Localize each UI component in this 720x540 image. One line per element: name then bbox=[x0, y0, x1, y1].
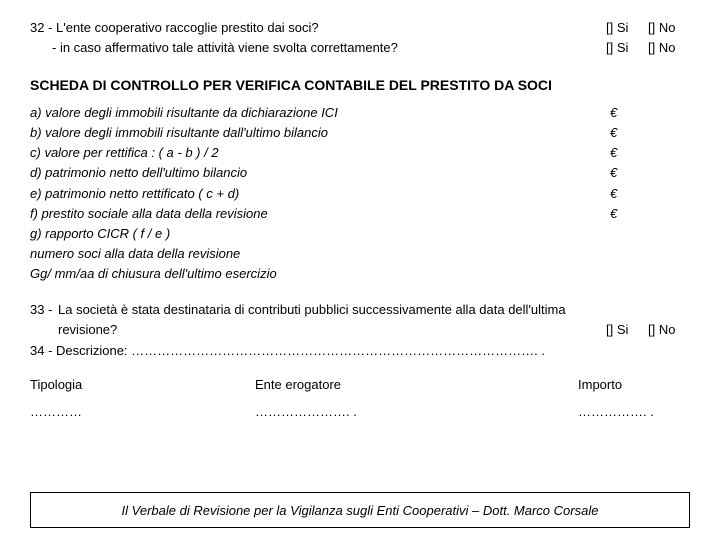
question-32-sub: - in caso affermativo tale attività vien… bbox=[30, 38, 690, 58]
scheda-row: c) valore per rettifica : ( a - b ) / 2 … bbox=[30, 143, 690, 163]
question-32: 32 - L'ente cooperativo raccoglie presti… bbox=[30, 18, 690, 38]
scheda-row: d) patrimonio netto dell'ultimo bilancio… bbox=[30, 163, 690, 183]
scheda-row: e) patrimonio netto rettificato ( c + d)… bbox=[30, 184, 690, 204]
q33-text1: La società è stata destinataria di contr… bbox=[58, 300, 690, 320]
scheda-label: b) valore degli immobili risultante dall… bbox=[30, 123, 610, 143]
contrib-table-header: Tipologia Ente erogatore Importo bbox=[30, 375, 690, 395]
scheda-val: € bbox=[610, 103, 690, 123]
q32-sub-text: - in caso affermativo tale attività vien… bbox=[30, 38, 606, 58]
contrib-table-row: ………… …………………. . ……………. . bbox=[30, 402, 690, 422]
cell-importo: ……………. . bbox=[530, 402, 690, 422]
q34-text: 34 - Descrizione: …………………………………………………………… bbox=[30, 341, 545, 361]
scheda-val bbox=[610, 264, 690, 284]
scheda-row: f) prestito sociale alla data della revi… bbox=[30, 204, 690, 224]
scheda-label: e) patrimonio netto rettificato ( c + d) bbox=[30, 184, 610, 204]
q33-line2: revisione? [] Si [] No bbox=[30, 320, 690, 340]
scheda-label: Gg/ mm/aa di chiusura dell'ultimo eserci… bbox=[30, 264, 610, 284]
scheda-row: g) rapporto CICR ( f / e ) bbox=[30, 224, 690, 244]
q33-line1: 33 - La società è stata destinataria di … bbox=[30, 300, 690, 320]
scheda-label: d) patrimonio netto dell'ultimo bilancio bbox=[30, 163, 610, 183]
page-footer: Il Verbale di Revisione per la Vigilanza… bbox=[30, 492, 690, 528]
scheda-label: c) valore per rettifica : ( a - b ) / 2 bbox=[30, 143, 610, 163]
scheda-row: a) valore degli immobili risultante da d… bbox=[30, 103, 690, 123]
scheda-label: a) valore degli immobili risultante da d… bbox=[30, 103, 610, 123]
col-importo: Importo bbox=[530, 375, 690, 395]
scheda-val bbox=[610, 244, 690, 264]
q32-sub-no[interactable]: [] No bbox=[648, 38, 690, 58]
col-tipologia: Tipologia bbox=[30, 375, 255, 395]
scheda-val: € bbox=[610, 163, 690, 183]
q33-no[interactable]: [] No bbox=[648, 320, 690, 340]
scheda-row: b) valore degli immobili risultante dall… bbox=[30, 123, 690, 143]
scheda-val: € bbox=[610, 143, 690, 163]
scheda-label: numero soci alla data della revisione bbox=[30, 244, 610, 264]
section-title: SCHEDA DI CONTROLLO PER VERIFICA CONTABI… bbox=[30, 77, 690, 93]
scheda-val: € bbox=[610, 184, 690, 204]
question-33-block: 33 - La società è stata destinataria di … bbox=[30, 300, 690, 360]
q32-sub-si[interactable]: [] Si bbox=[606, 38, 648, 58]
cell-ente: …………………. . bbox=[255, 402, 530, 422]
footer-text: Il Verbale di Revisione per la Vigilanza… bbox=[122, 503, 599, 518]
cell-tipologia: ………… bbox=[30, 402, 255, 422]
question-34: 34 - Descrizione: …………………………………………………………… bbox=[30, 341, 690, 361]
scheda-label: g) rapporto CICR ( f / e ) bbox=[30, 224, 610, 244]
scheda-val bbox=[610, 224, 690, 244]
q32-text: 32 - L'ente cooperativo raccoglie presti… bbox=[30, 18, 606, 38]
scheda-row: Gg/ mm/aa di chiusura dell'ultimo eserci… bbox=[30, 264, 690, 284]
q32-si[interactable]: [] Si bbox=[606, 18, 648, 38]
q32-no[interactable]: [] No bbox=[648, 18, 690, 38]
scheda-val: € bbox=[610, 204, 690, 224]
scheda-val: € bbox=[610, 123, 690, 143]
q33-text2: revisione? bbox=[58, 320, 606, 340]
q33-num: 33 - bbox=[30, 300, 58, 320]
col-ente: Ente erogatore bbox=[255, 375, 530, 395]
scheda-label: f) prestito sociale alla data della revi… bbox=[30, 204, 610, 224]
scheda-row: numero soci alla data della revisione bbox=[30, 244, 690, 264]
q33-si[interactable]: [] Si bbox=[606, 320, 648, 340]
